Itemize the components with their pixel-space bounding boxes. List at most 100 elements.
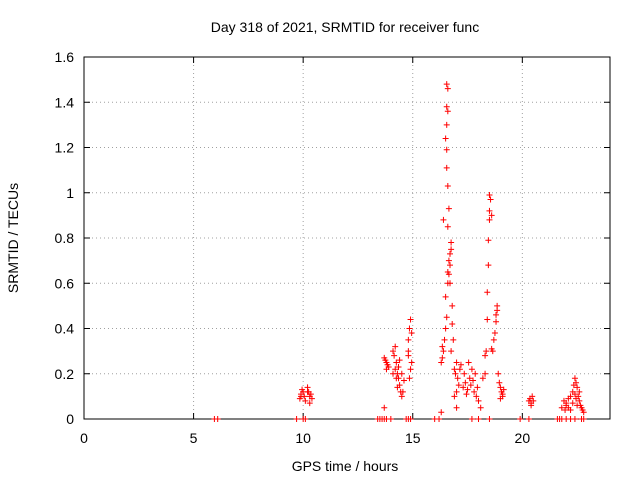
y-tick-label: 0 — [66, 411, 74, 427]
data-point — [453, 388, 460, 395]
data-point — [471, 388, 478, 395]
data-point — [436, 416, 443, 422]
data-point — [304, 388, 311, 395]
data-point — [450, 336, 457, 343]
data-point — [454, 375, 461, 382]
x-tick-label: 10 — [295, 430, 311, 446]
data-point — [445, 205, 452, 212]
data-point — [475, 397, 482, 404]
data-point — [565, 404, 572, 411]
data-point — [474, 384, 481, 391]
data-point — [463, 391, 470, 398]
data-point — [499, 391, 506, 398]
data-point — [483, 348, 490, 355]
data-point — [487, 196, 494, 203]
data-point — [383, 366, 390, 373]
data-point — [493, 311, 500, 318]
data-point — [482, 352, 489, 359]
data-point — [445, 271, 452, 278]
data-point — [500, 386, 507, 393]
data-point — [580, 409, 587, 416]
data-point — [306, 400, 313, 407]
data-point — [486, 416, 493, 422]
data-point — [447, 250, 454, 257]
data-point — [405, 336, 412, 343]
x-tick-label: 20 — [515, 430, 531, 446]
data-point — [490, 336, 497, 343]
data-point — [485, 262, 492, 269]
data-point — [453, 359, 460, 366]
y-tick-label: 0.2 — [55, 366, 75, 382]
data-point — [448, 348, 455, 355]
data-point — [484, 289, 491, 296]
x-tick-label: 15 — [405, 430, 421, 446]
data-point — [396, 357, 403, 364]
data-point — [573, 379, 580, 386]
data-point — [440, 348, 447, 355]
data-point — [447, 262, 454, 269]
data-point — [489, 348, 496, 355]
data-point — [460, 384, 467, 391]
data-point — [571, 391, 578, 398]
data-point — [495, 370, 502, 377]
data-point — [443, 121, 450, 128]
data-point — [398, 370, 405, 377]
x-tick-label: 0 — [80, 430, 88, 446]
axis-ticks — [83, 56, 610, 420]
data-point — [214, 416, 221, 422]
data-point — [307, 391, 314, 398]
data-point — [448, 239, 455, 246]
data-point — [302, 397, 309, 404]
data-point — [442, 135, 449, 142]
data-point — [494, 302, 501, 309]
data-point — [477, 404, 484, 411]
data-point — [441, 336, 448, 343]
data-point — [439, 343, 446, 350]
data-point — [496, 379, 503, 386]
y-tick-label: 1 — [66, 185, 74, 201]
data-point — [442, 325, 449, 332]
data-point — [472, 370, 479, 377]
x-axis-label: GPS time / hours — [292, 458, 399, 474]
data-point — [452, 370, 459, 377]
data-point — [390, 370, 397, 377]
y-tick-label: 1.4 — [55, 94, 75, 110]
data-point — [573, 395, 580, 402]
data-point — [408, 330, 415, 337]
data-point — [293, 416, 300, 422]
data-point — [453, 404, 460, 411]
data-point — [456, 366, 463, 373]
data-point — [448, 246, 455, 253]
data-point — [391, 352, 398, 359]
data-point — [461, 370, 468, 377]
data-point — [393, 359, 400, 366]
data-point — [398, 393, 405, 400]
data-point — [399, 388, 406, 395]
y-tick-labels: 0 0.2 0.4 0.6 0.8 1 1.2 1.4 1.6 — [55, 49, 75, 427]
data-point — [473, 393, 480, 400]
data-point — [455, 382, 462, 389]
data-point — [381, 354, 388, 361]
data-point — [406, 325, 413, 332]
y-tick-label: 1.2 — [55, 140, 75, 156]
data-point — [457, 361, 464, 368]
data-point — [297, 393, 304, 400]
data-point — [447, 280, 454, 287]
data-point — [497, 384, 504, 391]
data-point — [444, 223, 451, 230]
data-point — [486, 192, 493, 199]
y-tick-label: 1.6 — [55, 49, 75, 65]
data-point — [563, 400, 570, 407]
data-point — [467, 382, 474, 389]
data-point — [395, 363, 402, 370]
data-point — [449, 320, 456, 327]
data-point — [440, 216, 447, 223]
data-point — [528, 402, 535, 409]
data-point — [567, 393, 574, 400]
data-point — [443, 314, 450, 321]
data-point — [482, 370, 489, 377]
data-point — [576, 388, 583, 395]
data-point — [442, 293, 449, 300]
data-series — [211, 81, 587, 422]
data-point — [407, 316, 414, 323]
